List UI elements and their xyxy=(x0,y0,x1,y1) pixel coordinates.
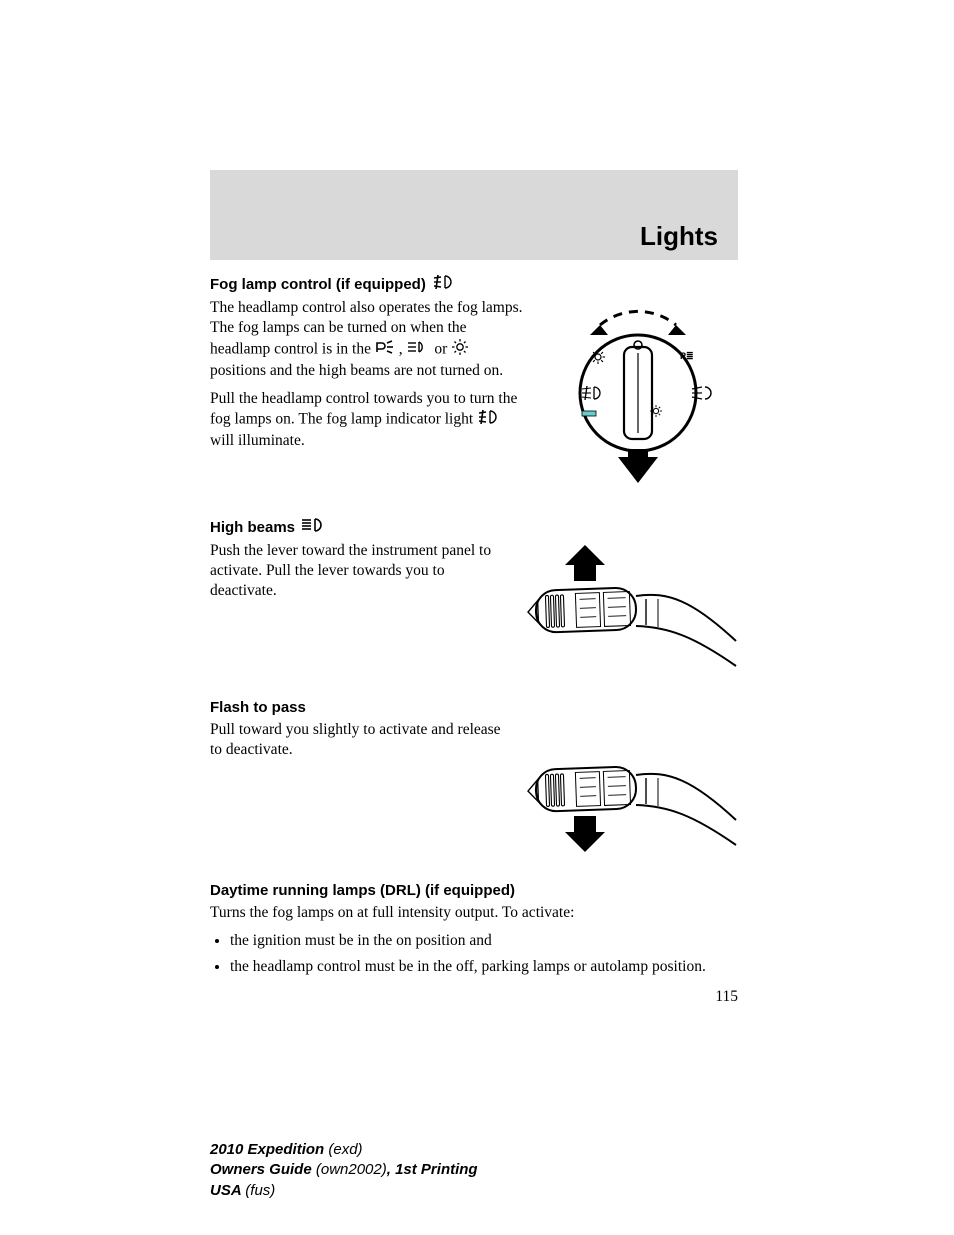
footer-line-3: USA (fus) xyxy=(210,1181,478,1201)
autolamp-icon xyxy=(451,338,469,362)
footer-line-2: Owners Guide (own2002), 1st Printing xyxy=(210,1160,478,1180)
content-area: Fog lamp control (if equipped) xyxy=(210,268,738,983)
text-frag: Owners Guide xyxy=(210,1161,316,1178)
highbeams-p1: Push the lever toward the instrument pan… xyxy=(210,541,504,600)
footer: 2010 Expedition (exd) Owners Guide (own2… xyxy=(210,1140,478,1201)
fog-text: The headlamp control also operates the f… xyxy=(210,298,524,459)
page-number: 115 xyxy=(715,988,738,1006)
list-item: the ignition must be in the on position … xyxy=(230,931,738,951)
high-beam-icon xyxy=(301,517,327,537)
headlamp-dial-figure: P≣ xyxy=(538,298,738,503)
svg-text:P≣: P≣ xyxy=(680,351,694,361)
page-title: Lights xyxy=(640,221,718,252)
text-frag: (exd) xyxy=(328,1141,362,1158)
text-frag: or xyxy=(434,340,451,357)
stalk-down-figure xyxy=(518,720,738,860)
flash-text: Pull toward you slightly to activate and… xyxy=(210,720,504,768)
low-beam-icon xyxy=(407,340,431,360)
text-frag: The headlamp control also operates the f… xyxy=(210,299,522,357)
heading-text: Fog lamp control (if equipped) xyxy=(210,276,426,293)
section-heading-drl: Daytime running lamps (DRL) (if equipped… xyxy=(210,882,738,899)
heading-text: Daytime running lamps (DRL) (if equipped… xyxy=(210,882,515,899)
page: Lights Fog lamp control (if equipped) xyxy=(0,0,954,1235)
list-item: the headlamp control must be in the off,… xyxy=(230,957,738,977)
fog-lamp-icon xyxy=(432,274,454,294)
stalk-up-figure xyxy=(518,541,738,681)
highbeams-row: Push the lever toward the instrument pan… xyxy=(210,541,738,681)
fog-lamp-icon xyxy=(477,409,499,431)
text-frag: (own2002) xyxy=(316,1161,387,1178)
text-frag: positions and the high beams are not tur… xyxy=(210,362,503,379)
footer-line-1: 2010 Expedition (exd) xyxy=(210,1140,478,1160)
fog-p1: The headlamp control also operates the f… xyxy=(210,298,524,381)
text-frag: USA xyxy=(210,1182,245,1199)
text-frag: , xyxy=(399,340,407,357)
highbeams-text: Push the lever toward the instrument pan… xyxy=(210,541,504,608)
header-band: Lights xyxy=(210,170,738,260)
text-frag: (fus) xyxy=(245,1182,275,1199)
fog-row: The headlamp control also operates the f… xyxy=(210,298,738,503)
heading-text: High beams xyxy=(210,519,295,536)
section-heading-fog: Fog lamp control (if equipped) xyxy=(210,274,738,294)
fog-p2: Pull the headlamp control towards you to… xyxy=(210,389,524,450)
section-heading-highbeams: High beams xyxy=(210,517,738,537)
drl-p1: Turns the fog lamps on at full intensity… xyxy=(210,903,738,923)
drl-bullets: the ignition must be in the on position … xyxy=(210,931,738,977)
section-heading-flash: Flash to pass xyxy=(210,699,738,716)
heading-text: Flash to pass xyxy=(210,699,306,716)
text-frag: will illuminate. xyxy=(210,432,305,449)
parking-lamps-icon xyxy=(375,340,395,360)
flash-p1: Pull toward you slightly to activate and… xyxy=(210,720,504,760)
flash-row: Pull toward you slightly to activate and… xyxy=(210,720,738,860)
text-frag: 2010 Expedition xyxy=(210,1141,328,1158)
text-frag: Pull the headlamp control towards you to… xyxy=(210,390,517,427)
text-frag: , 1st Printing xyxy=(387,1161,478,1178)
